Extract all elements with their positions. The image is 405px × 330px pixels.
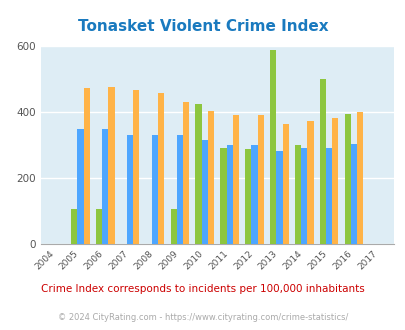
Bar xyxy=(307,121,313,244)
Bar xyxy=(207,111,213,244)
Bar xyxy=(325,148,331,244)
Bar xyxy=(269,50,276,244)
Bar xyxy=(77,129,83,244)
Bar xyxy=(102,129,108,244)
Bar xyxy=(108,87,114,244)
Bar xyxy=(176,135,183,244)
Bar xyxy=(226,145,232,244)
Bar xyxy=(245,149,251,244)
Bar xyxy=(201,140,207,244)
Bar xyxy=(356,112,362,244)
Bar xyxy=(301,148,307,244)
Bar xyxy=(282,124,288,244)
Bar xyxy=(251,145,257,244)
Bar xyxy=(158,93,164,244)
Bar xyxy=(350,144,356,244)
Text: © 2024 CityRating.com - https://www.cityrating.com/crime-statistics/: © 2024 CityRating.com - https://www.city… xyxy=(58,313,347,322)
Bar xyxy=(276,151,282,244)
Bar xyxy=(344,114,350,244)
Bar xyxy=(133,90,139,244)
Bar xyxy=(331,118,338,244)
Bar xyxy=(83,88,90,244)
Bar xyxy=(195,104,201,244)
Bar xyxy=(96,209,102,244)
Bar xyxy=(220,148,226,244)
Bar xyxy=(170,209,176,244)
Bar xyxy=(319,79,325,244)
Bar xyxy=(71,209,77,244)
Bar xyxy=(232,115,239,244)
Bar xyxy=(183,102,189,244)
Text: Crime Index corresponds to incidents per 100,000 inhabitants: Crime Index corresponds to incidents per… xyxy=(41,284,364,294)
Text: Tonasket Violent Crime Index: Tonasket Violent Crime Index xyxy=(77,19,328,34)
Bar xyxy=(151,135,158,244)
Bar xyxy=(294,145,301,244)
Bar xyxy=(127,135,133,244)
Bar xyxy=(257,115,263,244)
